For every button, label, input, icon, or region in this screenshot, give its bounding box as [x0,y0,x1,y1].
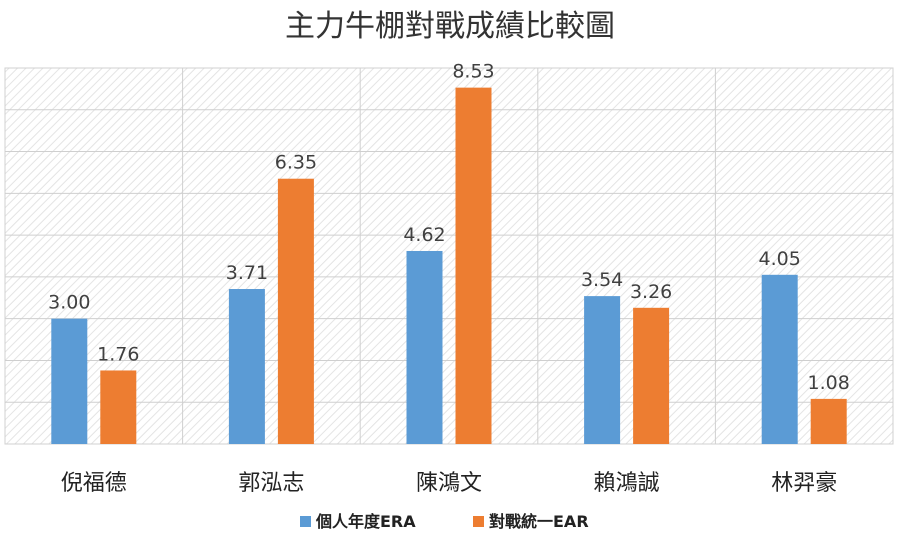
data-label: 1.76 [97,343,139,365]
bar [633,307,670,444]
data-label: 1.08 [808,372,850,394]
data-labels: 3.00 1.76 3.71 6.35 4.62 8.53 3.54 3.26 4.05 1.08 [48,61,850,394]
bar [761,274,798,444]
bars [51,87,847,444]
category-axis: 倪福德 郭泓志 陳鴻文 賴鴻誠 林羿豪 [61,471,837,496]
chart-title: 主力牛棚對戰成績比較圖 [285,9,615,44]
bar [810,398,847,444]
data-label: 8.53 [452,61,494,83]
data-label: 3.26 [630,281,672,303]
data-label: 4.05 [759,248,801,270]
bar [51,318,88,444]
category-label: 賴鴻誠 [594,471,660,496]
category-label: 林羿豪 [771,471,837,496]
legend-swatch [473,516,484,527]
bar [277,178,314,444]
bar [100,370,137,444]
data-label: 3.54 [581,269,623,291]
legend-swatch [300,516,311,527]
data-label: 4.62 [403,224,445,246]
data-label: 6.35 [275,152,317,174]
gridlines [5,109,893,403]
legend-label: 對戰統一EAR [489,512,589,531]
data-label: 3.71 [226,262,268,284]
legend: 個人年度ERA 對戰統一EAR [300,512,589,531]
category-separators [182,68,716,444]
category-label: 陳鴻文 [416,471,482,496]
bar [584,296,621,444]
plot-area [4,67,894,445]
category-label: 倪福德 [61,471,127,496]
category-label: 郭泓志 [238,471,304,496]
bar [406,250,443,444]
bar [455,87,492,444]
data-label: 3.00 [48,292,90,314]
bar [228,289,265,444]
legend-label: 個人年度ERA [315,512,416,531]
